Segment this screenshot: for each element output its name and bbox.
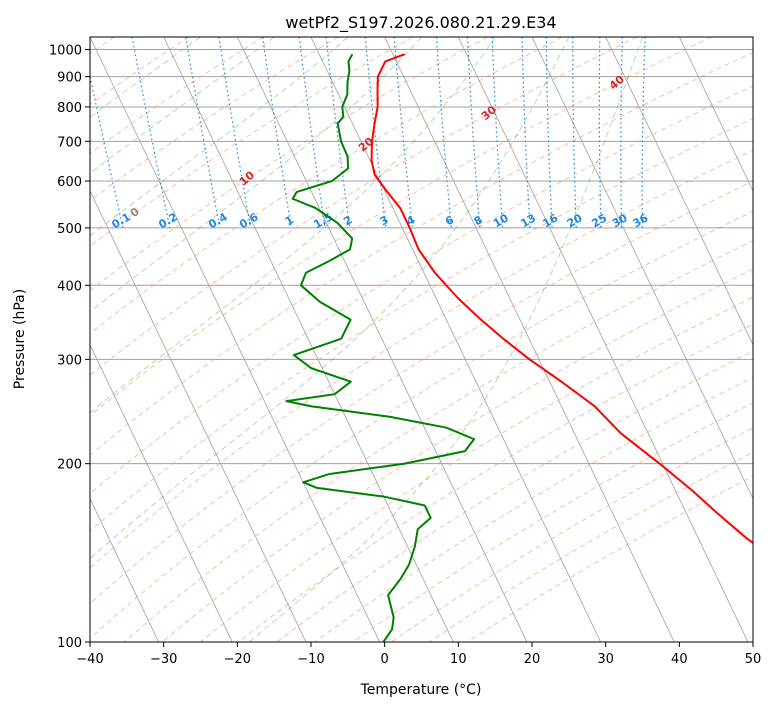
chart-title: wetPf2_S197.2026.080.21.29.E34	[285, 13, 556, 33]
dry-adiabat-line	[90, 180, 753, 605]
x-tick-label: 20	[524, 652, 541, 667]
x-tick-label: 0	[381, 652, 389, 667]
moist-adiabat-line	[90, 37, 201, 118]
mixing-ratio-line	[545, 37, 553, 228]
isotherm-line	[531, 37, 753, 500]
dry-adiabat-line	[90, 37, 712, 417]
y-axis-label: Pressure (hPa)	[12, 289, 28, 389]
isotherm-line	[163, 37, 454, 642]
moist-adiabat-line	[90, 37, 496, 414]
mixing-ratio-line	[131, 37, 171, 229]
dry-adiabat-line	[90, 117, 753, 532]
x-tick-label: 30	[597, 652, 614, 667]
dry-adiabat-line	[90, 210, 753, 640]
mixing-ratio-line	[435, 37, 452, 228]
mixing-ratio-line	[466, 37, 481, 228]
y-tick-label: 700	[57, 135, 82, 150]
dry-adiabat-line	[90, 37, 563, 335]
dry-adiabat-lines	[90, 37, 753, 642]
mixing-ratio-line	[620, 37, 623, 228]
isotherm-line	[384, 37, 675, 642]
y-tick-label: 600	[57, 175, 82, 190]
y-tick-label: 900	[57, 71, 82, 86]
isotherm-lines	[90, 37, 753, 642]
x-tick-label: 40	[671, 652, 688, 667]
isotherm-line	[90, 343, 233, 642]
y-tick-label: 1000	[49, 44, 82, 59]
mixing-ratio-line	[572, 37, 577, 228]
isotherm-line	[90, 189, 307, 642]
isotherm-line	[236, 37, 528, 642]
y-tick-label: 200	[57, 458, 82, 473]
moist-adiabat-lines	[90, 37, 643, 642]
mixing-ratio-line	[521, 37, 531, 228]
moist-adiabat-line	[90, 37, 422, 313]
isotherm-line	[678, 37, 753, 192]
x-tick-label: −40	[76, 652, 103, 667]
mixing-ratio-line	[491, 37, 504, 228]
isotherm-line	[605, 37, 753, 346]
y-axis-ticks: 100 200 300 400 500 600 700 800 900 1000	[49, 44, 90, 651]
dry-adiabat-line	[90, 37, 339, 202]
x-tick-label: −10	[297, 652, 324, 667]
isotherm-line	[457, 37, 749, 642]
y-tick-label: 300	[57, 353, 82, 368]
dry-adiabat-line	[90, 85, 753, 495]
y-tick-label: 100	[57, 636, 82, 651]
mixing-ratio-line	[185, 37, 221, 229]
temperature-profile-line	[370, 53, 753, 545]
isotherm-line	[90, 497, 159, 642]
isotherm-line	[310, 37, 601, 642]
pressure-gridlines	[90, 49, 753, 642]
mixing-ratio-line	[262, 37, 292, 228]
dry-adiabat-line	[90, 37, 638, 376]
isotherm-line	[90, 37, 380, 642]
x-axis-ticks: −40 −30 −20 −10 0 10 20 30 40 50	[76, 642, 761, 667]
dry-adiabat-line	[161, 268, 753, 642]
dry-adiabat-line	[314, 376, 753, 642]
dry-adiabat-line	[238, 323, 753, 642]
moist-adiabat-line	[90, 37, 570, 560]
y-tick-label: 500	[57, 222, 82, 237]
mixing-ratio-line	[364, 37, 387, 228]
mixing-ratio-line	[393, 37, 414, 228]
mixing-ratio-line	[218, 37, 252, 229]
moist-adiabat-line	[90, 37, 349, 237]
mixing-ratio-line	[325, 37, 351, 228]
profile-series	[285, 53, 753, 642]
dewpoint-profile-line	[285, 53, 476, 642]
dry-adiabat-line	[90, 51, 753, 456]
moist-adiabat-line	[248, 37, 643, 642]
mixing-ratio-line	[598, 37, 602, 228]
x-tick-label: 10	[450, 652, 467, 667]
dry-adiabat-line	[90, 37, 414, 247]
x-tick-label: 50	[745, 652, 762, 667]
x-tick-label: −30	[150, 652, 177, 667]
x-axis-label: Temperature (°C)	[360, 682, 482, 698]
y-tick-label: 400	[57, 279, 82, 294]
y-tick-label: 800	[57, 101, 82, 116]
x-tick-label: −20	[224, 652, 251, 667]
plot-frame	[89, 36, 754, 643]
dry-adiabat-line	[90, 37, 190, 106]
mixing-ratio-line	[641, 37, 646, 228]
